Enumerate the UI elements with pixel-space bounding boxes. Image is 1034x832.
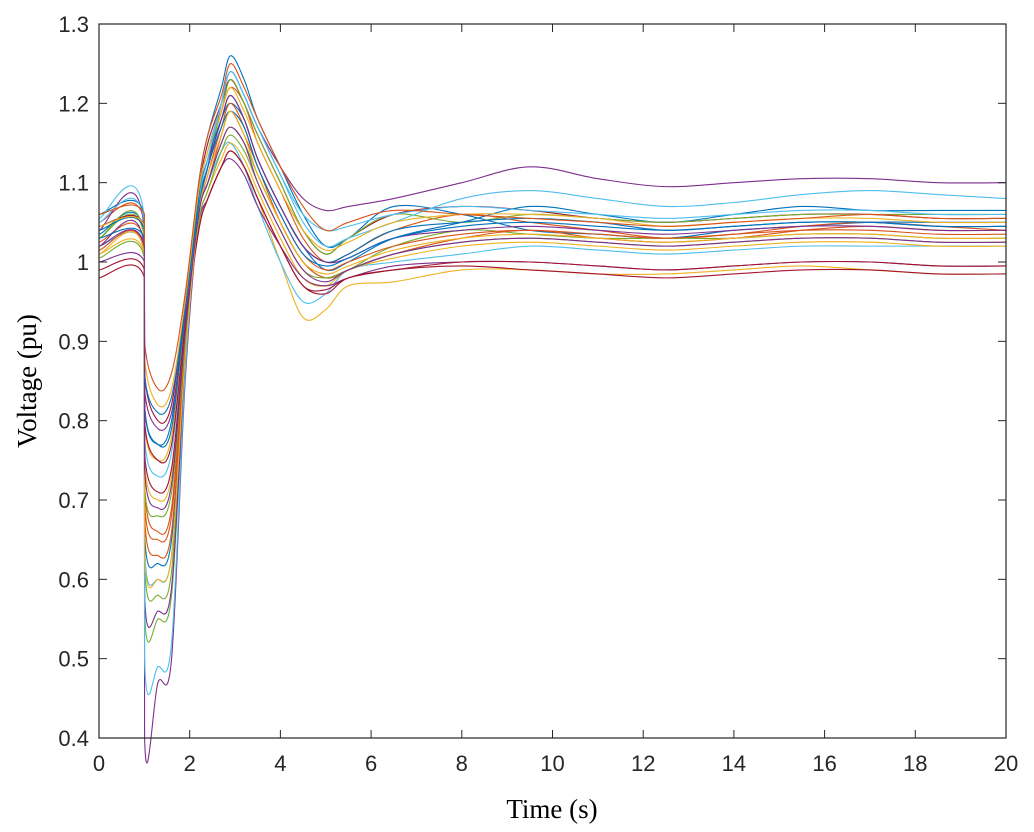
y-tick-label: 1.1 (58, 171, 89, 196)
series-line-23 (98, 63, 1007, 392)
x-tick-label: 20 (994, 751, 1018, 776)
y-tick-label: 0.9 (58, 329, 89, 354)
series-line-22 (98, 110, 1007, 415)
y-axis-ticks: 0.4 0.5 0.6 0.7 0.8 0.9 1 1.1 1.2 1.3 (58, 12, 1006, 751)
x-axis-ticks: 0 2 4 6 8 10 12 14 16 18 20 (93, 24, 1018, 776)
x-tick-label: 18 (903, 751, 927, 776)
x-tick-label: 16 (812, 751, 836, 776)
y-tick-label: 0.8 (58, 409, 89, 434)
x-tick-label: 2 (184, 751, 196, 776)
y-tick-label: 1 (77, 250, 89, 275)
series-line-25 (98, 126, 1007, 510)
series-line-24 (98, 110, 1007, 589)
x-tick-label: 8 (456, 751, 468, 776)
series-line-21 (98, 150, 1007, 464)
x-axis-title: Time (s) (506, 794, 597, 824)
plot-background (99, 24, 1006, 738)
y-tick-label: 0.7 (58, 488, 89, 513)
x-tick-label: 14 (722, 751, 746, 776)
y-tick-label: 0.4 (58, 726, 89, 751)
x-tick-label: 4 (274, 751, 286, 776)
x-tick-label: 12 (631, 751, 655, 776)
y-tick-label: 1.3 (58, 12, 89, 37)
x-tick-label: 0 (93, 751, 105, 776)
x-tick-label: 10 (540, 751, 564, 776)
series-group (98, 55, 1007, 764)
y-axis-title: Voltage (pu) (12, 314, 42, 448)
plot-area (99, 24, 1006, 738)
series-line-20 (98, 71, 1007, 696)
x-tick-label: 6 (365, 751, 377, 776)
y-tick-label: 0.5 (58, 647, 89, 672)
y-tick-label: 0.6 (58, 567, 89, 592)
y-tick-label: 1.2 (58, 91, 89, 116)
series-line-18 (98, 94, 1007, 628)
